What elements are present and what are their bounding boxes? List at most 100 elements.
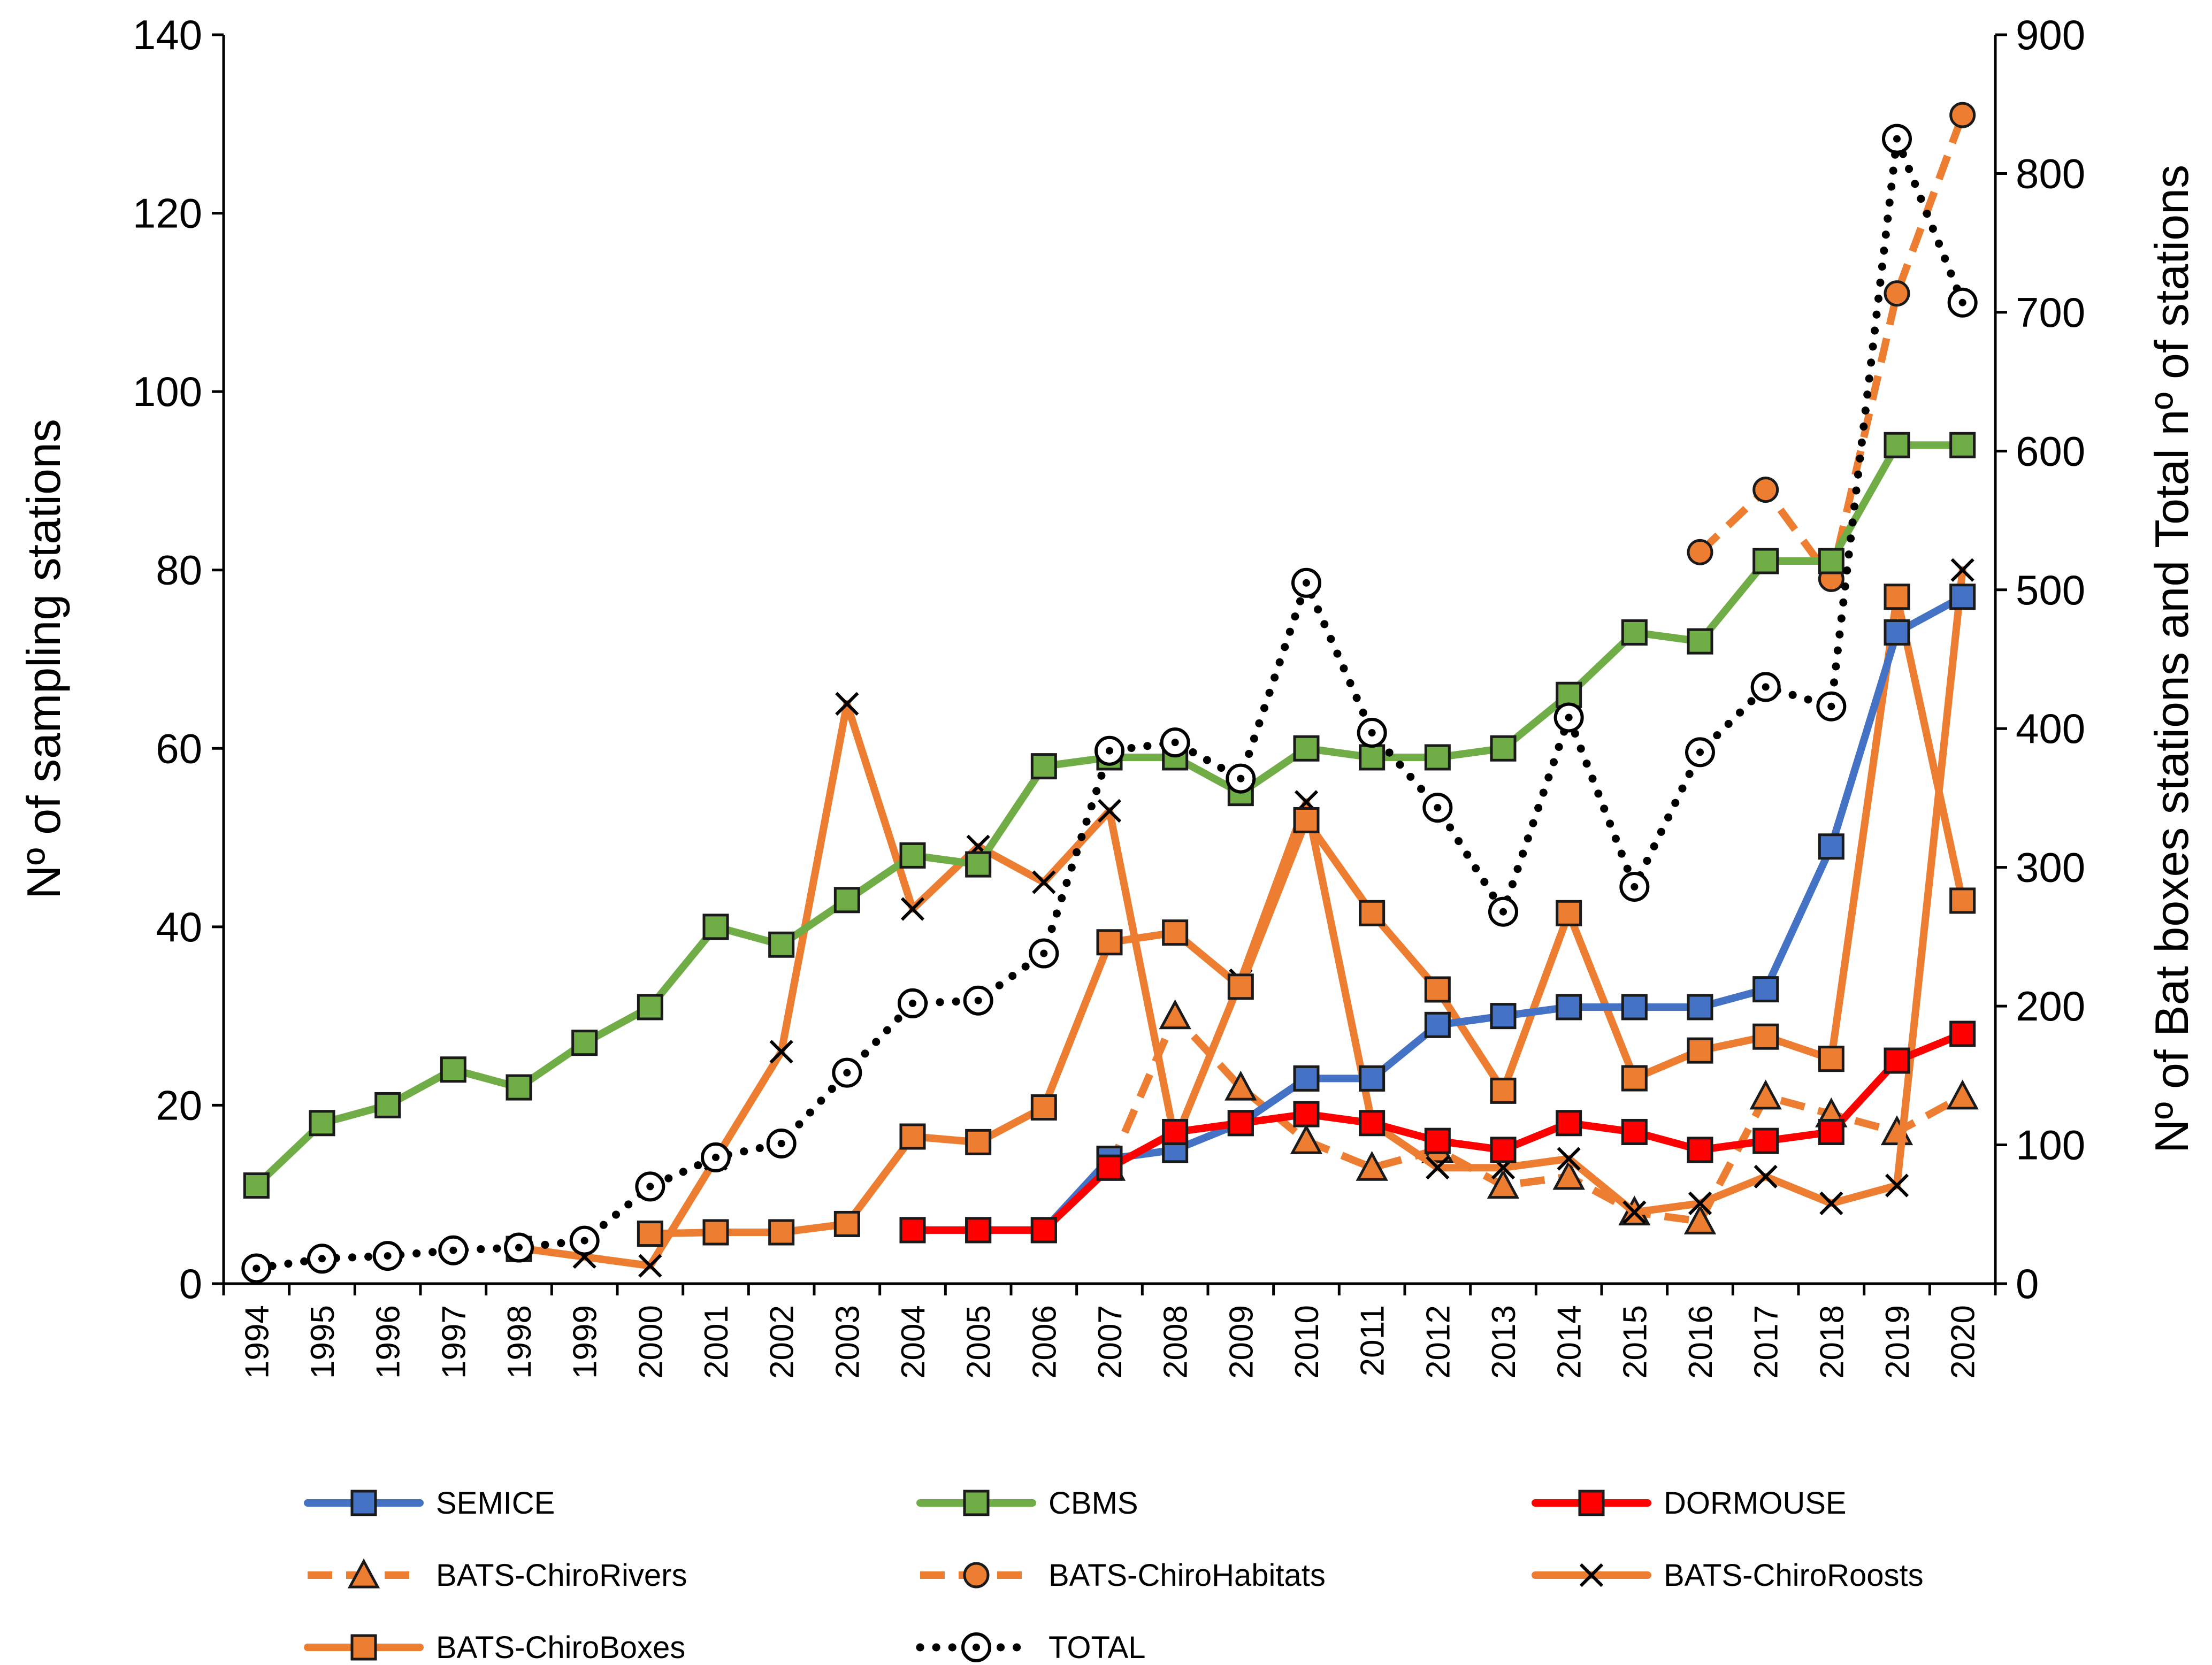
right-axis-ticks: 0 100 200 300 400 500 600 700 800 900 [1995,11,2085,1307]
open-circle-dot [1106,747,1113,755]
point-bats-chiroboxes-2006 [1030,1094,1057,1121]
open-circle-dot [449,1246,457,1254]
point-bats-chiroroosts-2016 [1688,1191,1712,1216]
point-dormouse-2015 [1621,1118,1648,1145]
open-circle-dot [1696,748,1704,756]
point-bats-chirorivers-2009 [1224,1070,1257,1101]
point-cbms-1996 [374,1092,401,1118]
point-total-2001 [701,1142,731,1172]
point-bats-chiroboxes-2008 [1162,919,1189,946]
open-circle-dot [1565,713,1573,722]
point-total-1997 [438,1235,469,1265]
x-tick-label: 2014 [1551,1305,1588,1379]
legend-item-total: TOTAL [916,1630,1146,1665]
point-total-2002 [766,1128,797,1158]
open-circle-dot [1040,949,1048,957]
legend-item-dormouse: DORMOUSE [1532,1486,1847,1521]
legend: SEMICE CBMS DORMOUSE BATS-ChiroRivers BATS-C… [304,1486,1924,1665]
point-semice-2020 [1949,584,1976,610]
series-layer [241,102,1979,1284]
point-semice-2013 [1490,1003,1517,1030]
point-bats-chiroroosts-2003 [835,692,859,716]
point-bats-chiroroosts-2012 [1426,1156,1450,1180]
point-bats-chirohabitats-2017 [1752,477,1779,503]
point-semice-2018 [1818,833,1844,860]
legend-item-bats-chiroboxes: BATS-ChiroBoxes [304,1630,685,1665]
point-total-1996 [372,1241,403,1271]
point-dormouse-2016 [1687,1137,1713,1163]
open-circle-dot [1368,729,1376,737]
point-cbms-2015 [1621,619,1648,646]
point-bats-chirorivers-2013 [1487,1169,1520,1199]
point-bats-chiroboxes-2012 [1424,976,1451,1003]
point-cbms-2006 [1030,753,1057,780]
axes [222,35,1997,1285]
open-circle-dot [1893,135,1901,143]
right-tick-label: 0 [2016,1260,2039,1307]
x-stroke [1622,1200,1647,1224]
left-tick-label: 0 [179,1260,202,1307]
point-cbms-2013 [1490,735,1517,762]
legend-label-total: TOTAL [1048,1630,1146,1665]
x-tick-label: 2004 [895,1305,932,1379]
x-stroke [1557,1147,1581,1171]
point-dormouse-2011 [1359,1110,1386,1137]
x-stroke [1754,1164,1778,1188]
legend-label-semice: SEMICE [436,1486,555,1521]
legend-label-dormouse: DORMOUSE [1664,1486,1847,1521]
point-dormouse-2018 [1818,1118,1844,1145]
open-circle-dot [318,1255,326,1263]
legend-marker-bats-chirorivers [347,1558,380,1589]
point-total-2017 [1750,672,1781,702]
point-cbms-2004 [899,842,926,869]
point-cbms-2000 [637,994,663,1021]
x-tick-label: 2000 [632,1305,669,1379]
right-tick-label: 400 [2016,705,2085,752]
y2-axis-title: Nº of Bat boxes stations and Total nº of… [2145,165,2198,1153]
right-tick-label: 500 [2016,566,2085,613]
open-circle-dot [1237,774,1245,782]
open-circle-dot [646,1183,654,1191]
open-circle-dot [1958,298,1966,306]
series-bats-chirohabitats [1687,102,1976,592]
x-tick-label: 2018 [1813,1305,1850,1379]
point-bats-chiroroosts-2015 [1622,1200,1647,1224]
open-circle-dot [580,1237,588,1245]
x-tick-label: 2007 [1092,1305,1129,1379]
point-cbms-1995 [309,1110,335,1137]
point-bats-chiroboxes-2010 [1293,807,1320,833]
left-tick-label: 20 [156,1081,202,1129]
x-tick-label: 1996 [370,1305,407,1379]
point-cbms-2017 [1752,548,1779,574]
legend-item-bats-chirohabitats: BATS-ChiroHabitats [920,1558,1326,1593]
point-bats-chiroboxes-2005 [965,1129,992,1155]
point-bats-chiroroosts-2020 [1950,558,1974,582]
x-tick-label: 1998 [501,1305,538,1379]
x-tick-label: 2019 [1879,1305,1916,1379]
point-cbms-2012 [1424,744,1451,771]
left-tick-label: 120 [133,190,202,237]
point-semice-2015 [1621,994,1648,1021]
x-stroke [1819,1191,1843,1216]
point-cbms-1999 [571,1030,598,1056]
point-semice-2016 [1687,994,1713,1021]
legend-label-bats-chiroroosts: BATS-ChiroRoosts [1664,1558,1924,1593]
x-tick-label: 2015 [1617,1305,1654,1379]
point-bats-chiroboxes-2020 [1949,887,1976,914]
open-circle-dot [973,1644,980,1651]
legend-marker-cbms [963,1490,990,1516]
point-bats-chiroroosts-2019 [1885,1173,1909,1198]
x-tick-label: 1994 [239,1305,275,1379]
point-dormouse-2007 [1096,1154,1123,1181]
x-tick-label: 2008 [1158,1305,1195,1379]
point-bats-chiroboxes-2015 [1621,1065,1648,1092]
point-bats-chiroboxes-2017 [1752,1023,1779,1050]
point-bats-chiroboxes-2009 [1227,973,1254,1000]
x-stroke [1426,1156,1450,1180]
x-stroke [1950,558,1974,582]
right-tick-label: 200 [2016,983,2085,1030]
open-circle-dot [252,1264,261,1272]
point-bats-chiroroosts-2006 [1032,870,1056,894]
point-bats-chiroboxes-2014 [1556,900,1582,926]
x-stroke [1688,1191,1712,1216]
